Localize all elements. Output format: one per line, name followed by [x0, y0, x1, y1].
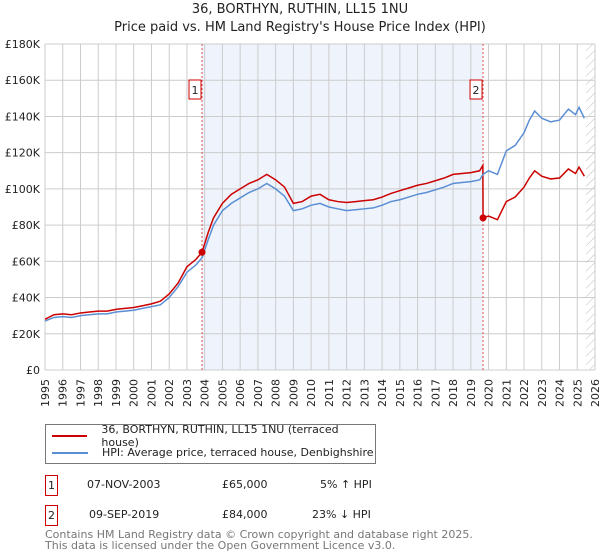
- x-tick-label: 1998: [92, 379, 105, 407]
- y-tick-label: £0: [26, 364, 40, 377]
- y-tick-label: £20K: [12, 328, 41, 341]
- x-tick-label: 1999: [110, 379, 123, 407]
- x-tick-label: 1996: [57, 379, 70, 407]
- y-tick-label: £80K: [12, 219, 41, 232]
- x-tick-label: 2010: [305, 379, 318, 407]
- chart-title: 36, BORTHYN, RUTHIN, LL15 1NU: [191, 2, 409, 17]
- x-tick-label: 2001: [145, 379, 158, 407]
- x-tick-label: 2011: [323, 379, 336, 407]
- series-line-hpi: [44, 105, 586, 322]
- hatched-future-region: [586, 44, 595, 370]
- footer: Contains HM Land Registry data © Crown c…: [45, 529, 473, 551]
- x-tick-label: 2020: [483, 379, 496, 407]
- series-line-property: [44, 162, 586, 320]
- shaded-ownership-period: [202, 44, 484, 370]
- x-tick-label: 2009: [287, 379, 300, 407]
- transaction-price: £65,000: [222, 478, 268, 491]
- x-tick-label: 2013: [358, 379, 371, 407]
- legend-item-property: 36, BORTHYN, RUTHIN, LL15 1NU (terraced …: [46, 423, 375, 449]
- x-tick-label: 2026: [589, 379, 600, 407]
- y-tick-label: £40K: [12, 292, 41, 305]
- transaction-price: £84,000: [222, 508, 268, 521]
- x-tick-label: 2000: [128, 379, 141, 407]
- marker-badge: 2: [45, 505, 58, 526]
- x-tick-label: 2024: [554, 379, 567, 407]
- transaction-hpi: 5% ↑ HPI: [320, 478, 372, 491]
- x-tick-label: 2007: [252, 379, 265, 407]
- y-tick-label: £60K: [12, 255, 41, 268]
- x-tick-label: 2002: [163, 379, 176, 407]
- footer-line: Contains HM Land Registry data © Crown c…: [45, 528, 473, 541]
- y-tick-label: £160K: [5, 74, 41, 87]
- chart-subtitle: Price paid vs. HM Land Registry's House …: [114, 20, 486, 35]
- x-tick-label: 2003: [181, 379, 194, 407]
- transaction-hpi: 23% ↓ HPI: [312, 508, 371, 521]
- x-tick-label: 2008: [270, 379, 283, 407]
- x-tick-label: 2014: [376, 379, 389, 407]
- sale-point: [479, 214, 487, 222]
- transaction-date: 09-SEP-2019: [89, 508, 160, 521]
- x-tick-label: 2005: [216, 379, 229, 407]
- marker-label: 1: [192, 84, 199, 97]
- x-tick-label: 2006: [234, 379, 247, 407]
- legend-swatch-blue: [52, 451, 88, 454]
- plot-area: 1995 1996 1997 1998 1999 2000 2001 2002 2003 2004…: [5, 38, 600, 407]
- legend-swatch-red: [52, 434, 88, 437]
- x-tick-label: 2004: [199, 379, 212, 407]
- y-tick-label: £140K: [5, 110, 41, 123]
- y-tick-label: £120K: [5, 147, 41, 160]
- marker-box: [188, 79, 202, 100]
- x-tick-label: 2018: [447, 379, 460, 407]
- legend-item-hpi: HPI: Average price, terraced house, Denb…: [46, 444, 374, 461]
- x-tick-label: 2015: [394, 379, 407, 407]
- transaction-date: 07-NOV-2003: [87, 478, 161, 491]
- x-tick-label: 2012: [341, 379, 354, 407]
- x-tick-label: 2019: [465, 379, 478, 407]
- legend-label: HPI: Average price, terraced house, Denb…: [102, 446, 374, 459]
- x-tick-label: 2017: [429, 379, 442, 407]
- x-tick-label: 2021: [500, 379, 513, 407]
- marker-badge: 1: [45, 475, 58, 496]
- sale-point: [198, 248, 206, 256]
- x-tick-label: 2023: [536, 379, 549, 407]
- x-tick-label: 2016: [412, 379, 425, 407]
- legend-label: 36, BORTHYN, RUTHIN, LL15 1NU (terraced …: [101, 422, 339, 449]
- x-tick-label: 1997: [74, 379, 87, 407]
- footer-line: This data is licensed under the Open Gov…: [45, 539, 396, 552]
- y-tick-label: £180K: [5, 38, 41, 51]
- x-tick-label: 1995: [39, 379, 52, 407]
- marker-label: 2: [473, 84, 480, 97]
- legend: 36, BORTHYN, RUTHIN, LL15 1NU (terraced …: [45, 423, 376, 464]
- marker-box: [469, 79, 483, 100]
- x-tick-label: 2025: [571, 379, 584, 407]
- x-tick-label: 2022: [518, 379, 531, 407]
- y-tick-label: £100K: [5, 183, 41, 196]
